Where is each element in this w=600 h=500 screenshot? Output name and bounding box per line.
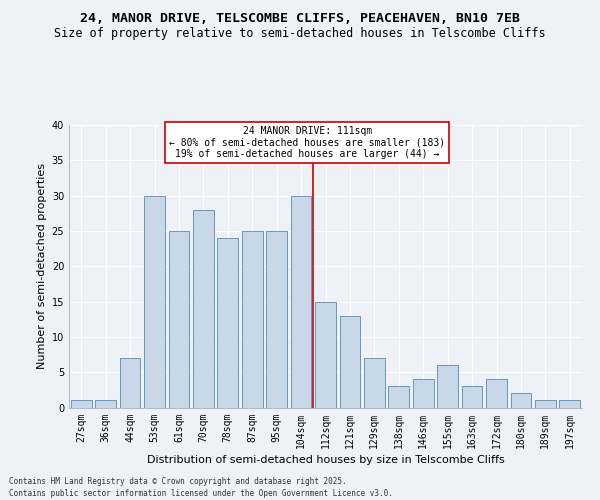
- Bar: [388, 386, 409, 407]
- Bar: [437, 365, 458, 408]
- Bar: [144, 196, 165, 408]
- Bar: [413, 379, 434, 408]
- Text: 24, MANOR DRIVE, TELSCOMBE CLIFFS, PEACEHAVEN, BN10 7EB: 24, MANOR DRIVE, TELSCOMBE CLIFFS, PEACE…: [80, 12, 520, 26]
- Bar: [461, 386, 482, 407]
- Bar: [242, 231, 263, 408]
- Bar: [486, 379, 507, 408]
- Bar: [217, 238, 238, 408]
- Y-axis label: Number of semi-detached properties: Number of semi-detached properties: [37, 163, 47, 369]
- Bar: [340, 316, 361, 408]
- Bar: [119, 358, 140, 408]
- Bar: [169, 231, 190, 408]
- Bar: [315, 302, 336, 408]
- Bar: [290, 196, 311, 408]
- Text: Contains public sector information licensed under the Open Government Licence v3: Contains public sector information licen…: [9, 488, 393, 498]
- Text: 24 MANOR DRIVE: 111sqm
← 80% of semi-detached houses are smaller (183)
19% of se: 24 MANOR DRIVE: 111sqm ← 80% of semi-det…: [169, 126, 445, 160]
- Bar: [511, 394, 532, 407]
- Bar: [364, 358, 385, 408]
- Bar: [535, 400, 556, 407]
- Text: Contains HM Land Registry data © Crown copyright and database right 2025.: Contains HM Land Registry data © Crown c…: [9, 477, 347, 486]
- Bar: [95, 400, 116, 407]
- Bar: [559, 400, 580, 407]
- X-axis label: Distribution of semi-detached houses by size in Telscombe Cliffs: Distribution of semi-detached houses by …: [146, 454, 505, 464]
- Bar: [266, 231, 287, 408]
- Bar: [71, 400, 92, 407]
- Text: Size of property relative to semi-detached houses in Telscombe Cliffs: Size of property relative to semi-detach…: [54, 28, 546, 40]
- Bar: [193, 210, 214, 408]
